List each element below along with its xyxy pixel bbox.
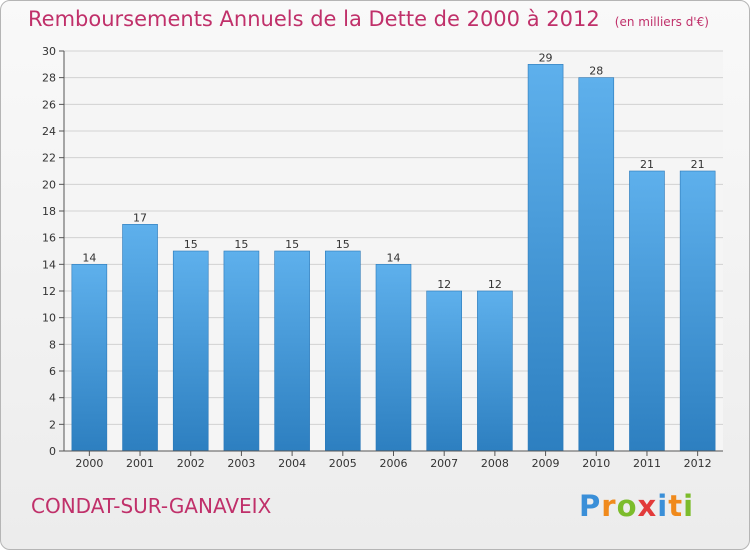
y-tick-label: 14 <box>42 258 56 271</box>
x-tick-label: 2001 <box>126 457 154 470</box>
y-tick-label: 10 <box>42 312 56 325</box>
y-tick-label: 16 <box>42 232 56 245</box>
y-tick-label: 4 <box>49 392 56 405</box>
bar-value-label: 29 <box>539 51 553 64</box>
logo-letter: x <box>637 489 658 523</box>
bar-2001 <box>122 224 158 452</box>
x-tick-label: 2011 <box>633 457 661 470</box>
logo-letter: r <box>601 489 617 523</box>
bar-2010 <box>578 77 615 452</box>
x-tick-label: 2006 <box>380 457 408 470</box>
y-tick-label: 24 <box>42 125 56 138</box>
labels-layer: 14 17 15 15 15 15 14 12 12 29 28 21 21 <box>82 51 704 291</box>
bar-2012 <box>679 170 716 452</box>
bar-value-label: 15 <box>285 238 299 251</box>
x-tick-label: 2012 <box>684 457 712 470</box>
x-tick-label: 2007 <box>430 457 458 470</box>
bars-layer <box>71 64 716 452</box>
logo-letter: o <box>616 489 638 523</box>
bar-2006 <box>375 264 412 452</box>
x-tick-label: 2005 <box>329 457 357 470</box>
bar-value-label: 15 <box>234 238 248 251</box>
bar-2007 <box>426 290 462 452</box>
y-tick-label: 18 <box>42 205 56 218</box>
x-tick-label: 2009 <box>532 457 560 470</box>
title-line: Remboursements Annuels de la Dette de 20… <box>28 7 709 31</box>
bar-2003 <box>223 250 260 452</box>
bar-2002 <box>172 250 209 452</box>
chart-unit: (en milliers d'€) <box>614 15 709 29</box>
logo-letter: P <box>579 489 602 523</box>
bar-2005 <box>325 250 361 452</box>
bar-value-label: 14 <box>387 251 401 264</box>
y-tick-label: 2 <box>49 418 56 431</box>
bar-value-label: 12 <box>437 278 451 291</box>
bar-2004 <box>274 250 310 452</box>
bar-2000 <box>71 264 108 452</box>
proxiti-logo: Proxiti <box>579 489 694 523</box>
bar-value-label: 15 <box>336 238 350 251</box>
bar-value-label: 12 <box>488 278 502 291</box>
y-tick-label: 22 <box>42 152 56 165</box>
bar-2009 <box>527 64 564 452</box>
logo-letter: i <box>683 489 695 523</box>
bar-value-label: 15 <box>184 238 198 251</box>
x-tick-label: 2000 <box>75 457 103 470</box>
bar-2008 <box>477 290 513 452</box>
logo-letter: i <box>657 489 669 523</box>
y-tick-label: 28 <box>42 72 56 85</box>
x-tick-label: 2003 <box>227 457 255 470</box>
x-tick-label: 2004 <box>278 457 306 470</box>
y-tick-label: 20 <box>42 178 56 191</box>
y-tick-label: 8 <box>49 338 56 351</box>
y-tick-label: 12 <box>42 285 56 298</box>
logo-letter: t <box>668 489 684 523</box>
x-tick-label: 2008 <box>481 457 509 470</box>
chart-title: Remboursements Annuels de la Dette de 20… <box>28 7 600 31</box>
y-tick-label: 26 <box>42 98 56 111</box>
y-tick-label: 30 <box>42 45 56 58</box>
bar-value-label: 21 <box>691 158 705 171</box>
bar-2011 <box>629 170 665 452</box>
y-tick-label: 6 <box>49 365 56 378</box>
x-tick-label: 2010 <box>582 457 610 470</box>
commune-name: CONDAT-SUR-GANAVEIX <box>31 494 272 518</box>
bar-value-label: 14 <box>82 251 96 264</box>
y-tick-label: 0 <box>49 445 56 458</box>
x-tick-label: 2002 <box>177 457 205 470</box>
bar-value-label: 21 <box>640 158 654 171</box>
bar-value-label: 28 <box>589 65 603 78</box>
bar-value-label: 17 <box>133 211 147 224</box>
